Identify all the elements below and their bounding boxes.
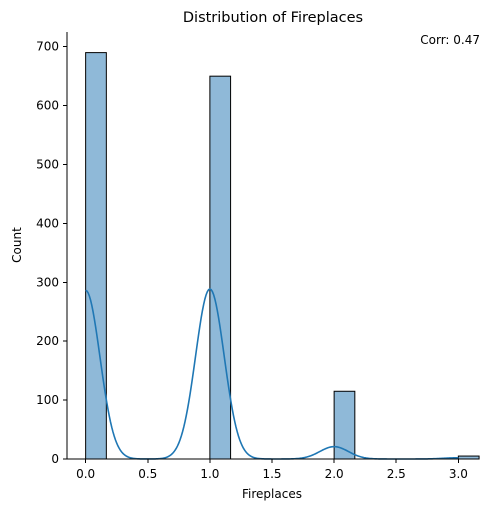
histogram-bar-0 [85,52,107,460]
kde-line [85,288,459,460]
y-tick-label: 700 [36,40,59,54]
x-tick-label: 2.0 [325,467,344,481]
y-axis-label: Count [10,227,24,263]
y-tick-label: 100 [36,393,59,407]
x-axis-label: Fireplaces [242,487,302,501]
x-axis-ticks: 0.0 0.5 1.0 1.5 2.0 2.5 3.0 [76,459,468,481]
correlation-annotation: Corr: 0.47 [420,33,480,47]
y-tick-label: 0 [51,452,59,466]
y-tick-label: 200 [36,334,59,348]
x-tick-label: 0.5 [138,467,157,481]
kde-curve-group [85,288,459,460]
x-tick-label: 3.0 [449,467,468,481]
y-tick-label: 600 [36,99,59,113]
y-tick-label: 400 [36,216,59,230]
y-tick-label: 300 [36,275,59,289]
histogram-bar-1 [209,75,232,460]
histogram-bars [85,52,480,460]
x-tick-label: 1.5 [262,467,281,481]
x-tick-label: 1.0 [200,467,219,481]
y-axis-ticks: 0 100 200 300 400 500 600 700 [36,40,67,466]
x-tick-label: 0.0 [76,467,95,481]
x-tick-label: 2.5 [387,467,406,481]
y-tick-label: 500 [36,158,59,172]
chart-title: Distribution of Fireplaces [183,10,363,26]
